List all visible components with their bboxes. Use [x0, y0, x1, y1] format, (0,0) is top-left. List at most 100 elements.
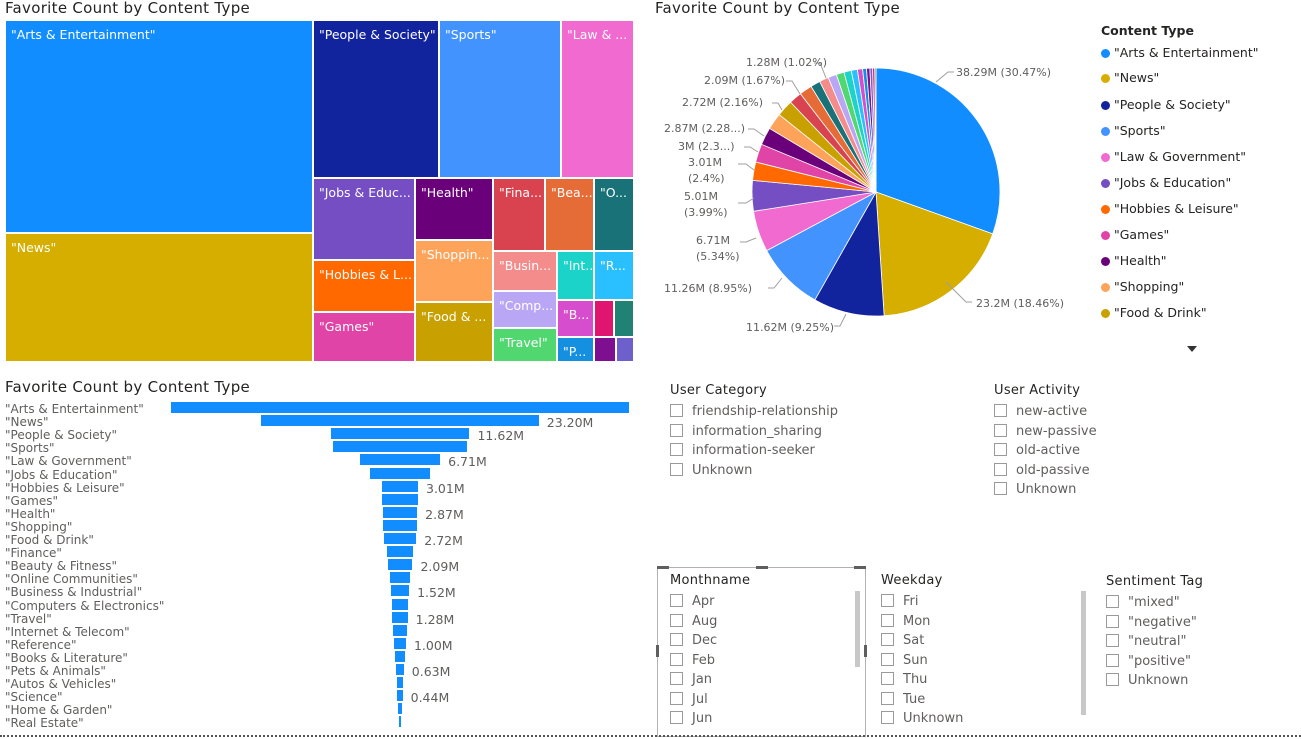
legend-item[interactable]: "Hobbies & Leisure" — [1101, 201, 1239, 217]
checkbox-icon[interactable] — [670, 594, 683, 607]
slicer-option[interactable]: Apr — [670, 594, 715, 610]
bar[interactable] — [396, 664, 404, 675]
checkbox-icon[interactable] — [994, 423, 1007, 437]
resize-handle-top-right[interactable] — [854, 566, 866, 569]
pie-chart[interactable]: 38.29M (30.47%) 23.2M (18.46%) 11.62M (9.2… — [650, 20, 1300, 360]
bar[interactable] — [332, 441, 468, 453]
treemap-cell[interactable]: "Bea... — [545, 178, 594, 251]
slicer-option[interactable]: Thu — [881, 672, 927, 688]
legend-item[interactable]: "Games" — [1101, 227, 1169, 243]
bar[interactable] — [396, 677, 404, 689]
slicer-option[interactable]: Unknown — [994, 482, 1076, 498]
bar[interactable] — [382, 493, 418, 505]
slicer-option[interactable]: Sun — [881, 652, 928, 669]
treemap-cell[interactable]: "Hobbies & L... — [313, 260, 415, 312]
checkbox-icon[interactable] — [994, 443, 1007, 456]
bar[interactable] — [382, 519, 418, 531]
treemap-cell[interactable]: "Shoppin... — [415, 240, 493, 302]
treemap-cell[interactable]: "Fina... — [493, 178, 545, 251]
treemap-cell[interactable] — [616, 337, 634, 362]
resize-handle-top-left[interactable] — [657, 566, 669, 569]
bar[interactable] — [393, 624, 407, 636]
checkbox-icon[interactable] — [1106, 614, 1119, 628]
checkbox-icon[interactable] — [881, 652, 894, 666]
slicer-option[interactable]: friendship-relationship — [670, 404, 838, 420]
legend-item[interactable]: "Jobs & Education" — [1101, 175, 1231, 191]
checkbox-icon[interactable] — [670, 443, 683, 456]
resize-handle-left[interactable] — [656, 645, 659, 657]
slicer-option[interactable]: Unknown — [881, 711, 963, 727]
slicer-option[interactable]: new-active — [994, 404, 1087, 420]
slicer-option[interactable]: Aug — [670, 613, 717, 630]
bar[interactable] — [171, 402, 629, 413]
checkbox-icon[interactable] — [881, 672, 894, 685]
treemap-cell[interactable]: "Games" — [313, 312, 415, 362]
treemap-cell[interactable] — [594, 337, 616, 362]
treemap-cell[interactable]: "O... — [594, 178, 634, 251]
slicer-option[interactable]: Jan — [670, 672, 712, 688]
treemap-cell[interactable] — [594, 300, 614, 337]
legend-item[interactable]: "News" — [1101, 70, 1159, 86]
treemap-cell[interactable]: "B... — [557, 300, 594, 337]
treemap-cell[interactable]: "R... — [594, 251, 634, 300]
legend-item[interactable]: "Arts & Entertainment" — [1101, 45, 1259, 61]
treemap-cell[interactable] — [614, 300, 634, 337]
bar[interactable] — [381, 480, 418, 492]
checkbox-icon[interactable] — [670, 711, 683, 724]
monthname-scrollbar[interactable] — [855, 591, 860, 667]
bar[interactable] — [397, 690, 403, 702]
slicer-option[interactable]: Fri — [881, 594, 919, 610]
checkbox-icon[interactable] — [881, 711, 894, 724]
bar[interactable] — [383, 533, 417, 544]
bar[interactable] — [387, 559, 413, 571]
slicer-option[interactable]: "mixed" — [1106, 595, 1180, 611]
slicer-option[interactable]: Tue — [881, 691, 925, 708]
pie-slice[interactable] — [875, 67, 1001, 235]
bar[interactable] — [394, 637, 406, 649]
treemap-cell[interactable]: "Sports" — [439, 20, 561, 178]
treemap-cell[interactable]: "People & Society" — [313, 20, 439, 178]
legend-item[interactable]: "Health" — [1101, 253, 1167, 269]
treemap-cell[interactable]: "Health" — [415, 178, 493, 240]
slicer-option[interactable]: Feb — [670, 652, 715, 669]
checkbox-icon[interactable] — [670, 652, 683, 666]
checkbox-icon[interactable] — [670, 613, 683, 627]
bar[interactable] — [382, 506, 418, 518]
checkbox-icon[interactable] — [994, 462, 1007, 476]
treemap-cell[interactable]: "Int... — [557, 251, 594, 300]
bar[interactable] — [392, 611, 408, 623]
checkbox-icon[interactable] — [1106, 673, 1119, 686]
pie-slice[interactable] — [875, 191, 994, 317]
checkbox-icon[interactable] — [1106, 634, 1119, 647]
slicer-option[interactable]: old-passive — [994, 462, 1090, 479]
slicer-option[interactable]: Mon — [881, 613, 930, 630]
treemap-cell[interactable]: "Travel" — [493, 328, 557, 362]
slicer-option[interactable]: information_sharing — [670, 423, 822, 440]
legend-item[interactable]: "Shopping" — [1101, 279, 1184, 295]
slicer-option[interactable]: Sat — [881, 633, 924, 649]
slicer-option[interactable]: "negative" — [1106, 614, 1197, 631]
checkbox-icon[interactable] — [670, 672, 683, 685]
checkbox-icon[interactable] — [670, 462, 683, 476]
checkbox-icon[interactable] — [881, 691, 894, 705]
checkbox-icon[interactable] — [670, 691, 683, 705]
checkbox-icon[interactable] — [994, 404, 1007, 417]
slicer-option[interactable]: Unknown — [670, 462, 752, 479]
treemap-cell[interactable]: "Jobs & Educ... — [313, 178, 415, 260]
bar[interactable] — [395, 650, 405, 662]
checkbox-icon[interactable] — [670, 633, 683, 646]
treemap-cell[interactable]: "Arts & Entertainment" — [5, 20, 313, 233]
treemap-cell[interactable]: "Food & ... — [415, 302, 493, 362]
checkbox-icon[interactable] — [1106, 595, 1119, 608]
treemap-chart[interactable]: "Arts & Entertainment" "News" "People & So… — [5, 20, 634, 362]
checkbox-icon[interactable] — [670, 423, 683, 437]
treemap-cell[interactable]: "News" — [5, 233, 313, 362]
treemap-cell[interactable]: "P... — [557, 337, 594, 362]
slicer-option[interactable]: Jun — [670, 711, 712, 727]
slicer-option[interactable]: "neutral" — [1106, 634, 1186, 650]
legend-item[interactable]: "Law & Government" — [1101, 149, 1246, 165]
bar[interactable] — [391, 598, 409, 610]
weekday-scrollbar[interactable] — [1081, 591, 1086, 715]
slicer-option[interactable]: Jul — [670, 691, 708, 708]
slicer-option[interactable]: information-seeker — [670, 443, 815, 459]
